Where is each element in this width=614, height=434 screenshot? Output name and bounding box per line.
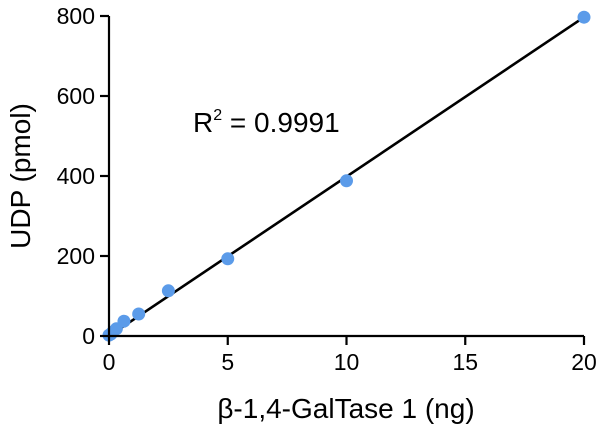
data-point (577, 10, 591, 24)
x-tick-label: 10 (334, 349, 360, 375)
axes-layer: 0 200 400 600 800 0 5 10 15 20 (57, 3, 597, 375)
y-tick-label: 400 (57, 163, 95, 189)
x-tick-label: 5 (221, 349, 234, 375)
x-tick-label: 0 (103, 349, 116, 375)
y-tick-label: 800 (57, 3, 95, 29)
x-tick-label: 20 (571, 349, 597, 375)
r-squared-annotation: R2 = 0.9991 (193, 107, 340, 138)
data-point (161, 284, 175, 298)
y-tick-label: 600 (57, 83, 95, 109)
x-axis-title: β-1,4-GalTase 1 (ng) (217, 393, 474, 424)
data-point (132, 307, 146, 321)
x-tick-label: 15 (452, 349, 478, 375)
r-squared-value: = 0.9991 (222, 107, 340, 138)
r-squared-r: R (193, 107, 213, 138)
r-squared-superscript: 2 (213, 107, 222, 124)
data-point (221, 252, 235, 266)
data-point (117, 314, 131, 328)
y-axis-title: UDP (pmol) (5, 103, 36, 249)
y-tick-label: 200 (57, 243, 95, 269)
y-tick-label: 0 (82, 323, 95, 349)
data-point (340, 174, 353, 188)
data-points-layer (102, 10, 591, 342)
